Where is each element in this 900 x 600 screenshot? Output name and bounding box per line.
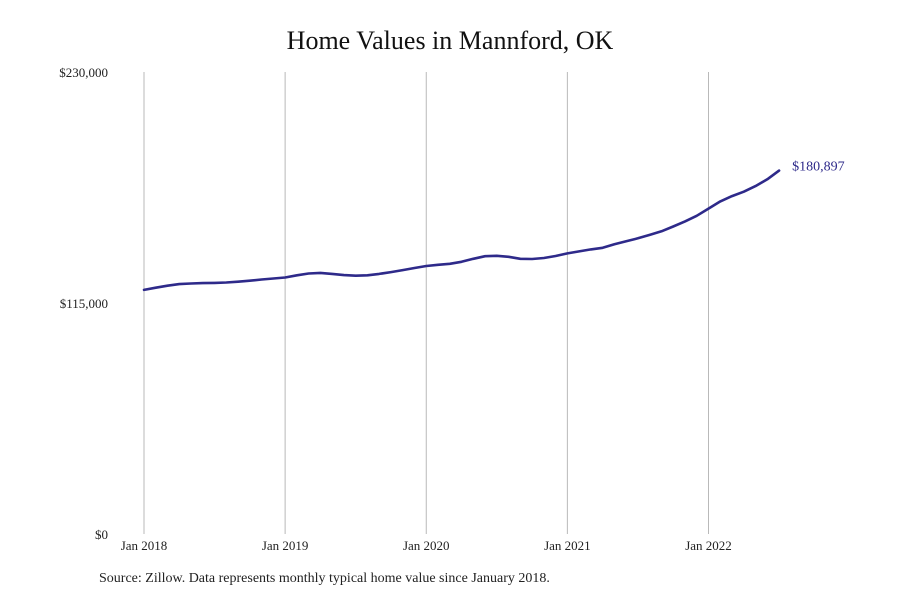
chart-title: Home Values in Mannford, OK — [286, 26, 614, 55]
x-axis: Jan 2018 Jan 2019 Jan 2020 Jan 2021 Jan 2022 — [121, 538, 732, 553]
data-labels: $180,897 — [792, 160, 845, 175]
x-tick-label: Jan 2020 — [403, 538, 450, 553]
end-value-label: $180,897 — [792, 160, 845, 175]
grid-lines — [143, 72, 709, 534]
y-tick-label: $115,000 — [60, 296, 108, 311]
y-tick-label: $230,000 — [59, 65, 108, 80]
source-note: Source: Zillow. Data represents monthly … — [99, 571, 550, 586]
y-axis: $0 $115,000 $230,000 — [59, 65, 108, 542]
series-line-0 — [142, 169, 781, 292]
x-tick-label: Jan 2021 — [544, 538, 591, 553]
x-tick-label: Jan 2018 — [121, 538, 168, 553]
x-tick-label: Jan 2022 — [685, 538, 732, 553]
series-group — [142, 169, 781, 292]
x-tick-label: Jan 2019 — [262, 538, 309, 553]
y-tick-label: $0 — [95, 527, 108, 542]
